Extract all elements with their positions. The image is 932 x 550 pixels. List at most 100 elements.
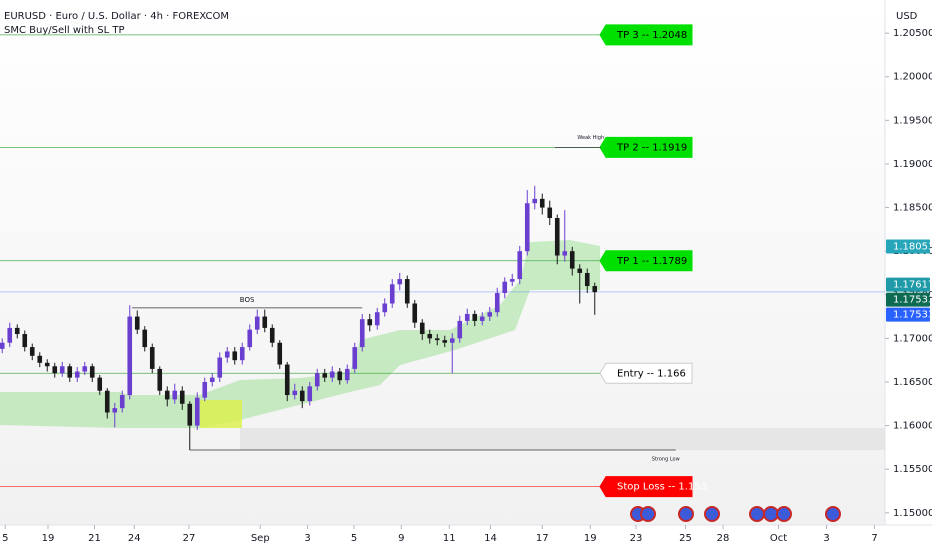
candle-body bbox=[224, 351, 230, 358]
candle-body bbox=[97, 377, 103, 391]
candle-body bbox=[344, 368, 350, 381]
price-tag bbox=[886, 277, 930, 292]
y-tick-label: 1.16000 bbox=[893, 421, 932, 432]
candle-body bbox=[464, 313, 470, 321]
candle-body bbox=[37, 355, 43, 363]
event-icon bbox=[763, 506, 779, 522]
event-icon bbox=[640, 506, 656, 522]
price-tag bbox=[886, 239, 930, 254]
level-label-box bbox=[599, 250, 693, 272]
candle-body bbox=[74, 371, 80, 378]
y-tick-label: 1.17000 bbox=[893, 333, 932, 344]
x-tick-label: 7 bbox=[871, 533, 877, 544]
candle-body bbox=[547, 207, 553, 219]
x-tick-label: 17 bbox=[536, 533, 549, 544]
currency: USD bbox=[896, 11, 918, 22]
price-tag-label: 1.18053 bbox=[893, 242, 932, 253]
y-tick-label: 1.20500 bbox=[893, 28, 932, 39]
candle-body bbox=[277, 342, 283, 365]
candle-body bbox=[149, 347, 155, 369]
candle-body bbox=[194, 397, 200, 426]
event-icon bbox=[749, 506, 765, 522]
candle-body bbox=[314, 373, 320, 387]
y-tick-label: 1.19000 bbox=[893, 159, 932, 170]
x-tick-label: 9 bbox=[398, 533, 404, 544]
candle-body bbox=[419, 322, 425, 335]
candle-body bbox=[127, 316, 133, 396]
candle-body bbox=[284, 364, 290, 396]
price-tag bbox=[886, 292, 930, 307]
event-icon bbox=[825, 506, 841, 522]
x-tick-label: 19 bbox=[584, 533, 597, 544]
candle-body bbox=[44, 362, 50, 367]
x-tick-label: 5 bbox=[2, 533, 8, 544]
y-tick-label: 1.16500 bbox=[893, 377, 932, 388]
level-label-box bbox=[599, 362, 693, 384]
x-tick-label: 24 bbox=[128, 533, 141, 544]
candle-body bbox=[539, 198, 545, 208]
candle-body bbox=[562, 251, 568, 256]
zone bbox=[240, 428, 885, 450]
x-tick-label: Oct bbox=[770, 533, 787, 544]
candle-body bbox=[329, 371, 335, 378]
candle-body bbox=[479, 316, 485, 321]
candle-body bbox=[487, 312, 493, 317]
candle-body bbox=[337, 371, 343, 381]
level-label-box bbox=[599, 136, 693, 158]
candle-body bbox=[472, 313, 478, 321]
x-tick-label: 28 bbox=[717, 533, 730, 544]
candle-body bbox=[322, 373, 328, 378]
candle-body bbox=[134, 316, 140, 330]
candle-body bbox=[254, 316, 260, 330]
candle-body bbox=[59, 366, 65, 374]
level-label: TP 3 -- 1.2048 bbox=[616, 30, 687, 41]
trend-band bbox=[0, 240, 600, 428]
candle-body bbox=[164, 390, 170, 400]
price-tag-label: 1.17533 bbox=[893, 295, 932, 306]
candle-body bbox=[14, 327, 20, 335]
candle-body bbox=[307, 386, 313, 402]
level-label: TP 2 -- 1.1919 bbox=[616, 142, 687, 153]
indicator-name: SMC Buy/Sell with SL TP bbox=[4, 25, 125, 36]
level-label: Entry -- 1.166 bbox=[617, 368, 686, 379]
candle-body bbox=[352, 347, 358, 369]
price-tag bbox=[886, 307, 930, 322]
candle-body bbox=[532, 198, 538, 204]
candle-body bbox=[104, 390, 110, 413]
event-icon bbox=[678, 506, 694, 522]
structure-label: Weak High bbox=[577, 135, 604, 141]
candle-body bbox=[67, 366, 73, 378]
x-tick-label: 3 bbox=[823, 533, 829, 544]
candle-body bbox=[592, 286, 598, 293]
candle-body bbox=[22, 334, 28, 348]
candle-body bbox=[509, 279, 515, 282]
x-tick-label: 11 bbox=[443, 533, 456, 544]
candle-body bbox=[0, 342, 5, 349]
candle-body bbox=[172, 390, 178, 400]
candle-body bbox=[517, 251, 523, 280]
candle-body bbox=[52, 366, 58, 374]
candle-body bbox=[269, 327, 275, 343]
x-tick-label: 14 bbox=[484, 533, 497, 544]
candle-body bbox=[359, 319, 365, 348]
event-icon bbox=[704, 506, 720, 522]
level-label: Stop Loss -- 1.153 bbox=[617, 482, 707, 493]
candle-body bbox=[29, 347, 35, 356]
events bbox=[630, 506, 841, 522]
candle-body bbox=[554, 218, 560, 256]
x-tick-label: 27 bbox=[183, 533, 196, 544]
x-tick-label: 19 bbox=[42, 533, 55, 544]
candle-body bbox=[524, 203, 530, 252]
candle-body bbox=[292, 390, 298, 396]
candle-body bbox=[412, 303, 418, 323]
candle-body bbox=[389, 284, 395, 304]
candle-body bbox=[179, 390, 185, 404]
candle-body bbox=[209, 377, 215, 382]
x-tick-label: Sep bbox=[251, 533, 270, 544]
candle-body bbox=[434, 338, 440, 341]
candle-body bbox=[502, 281, 508, 294]
price-tag-label: 1.17533 bbox=[893, 310, 932, 321]
y-tick-label: 1.19500 bbox=[893, 115, 932, 126]
